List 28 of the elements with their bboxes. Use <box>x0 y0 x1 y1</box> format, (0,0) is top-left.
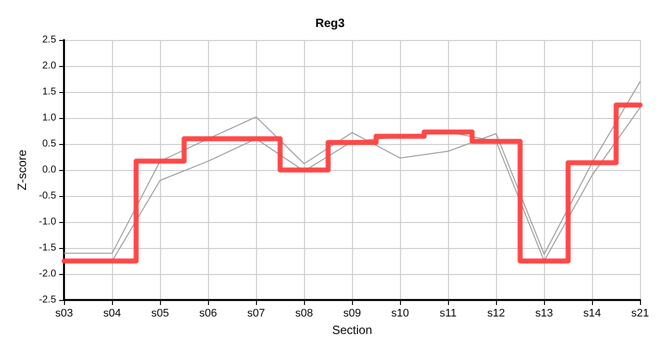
y-tick-label: 0.0 <box>42 164 57 176</box>
x-tick-label: s11 <box>440 308 457 320</box>
y-tick-label: 1.5 <box>42 86 57 98</box>
x-tick-label: s13 <box>535 308 554 320</box>
y-tick-label: -1.0 <box>38 216 57 228</box>
y-tick-label: -2.0 <box>38 268 57 280</box>
line-series <box>64 81 641 255</box>
x-tick-label: s04 <box>103 308 122 320</box>
y-tick-label: -2.5 <box>38 294 57 306</box>
y-tick-label: 2.5 <box>42 34 57 46</box>
chart-title: Reg3 <box>315 16 345 30</box>
y-tick-label: 1.0 <box>42 112 57 124</box>
x-axis-title: Section <box>332 322 372 337</box>
x-tick-label: s09 <box>343 308 362 320</box>
y-tick-label: -1.5 <box>38 242 57 254</box>
x-tick-label: s07 <box>247 308 266 320</box>
x-tick-label: s03 <box>55 308 74 320</box>
y-tick-label: 0.5 <box>42 138 57 150</box>
y-axis-title: Z-score <box>15 149 29 190</box>
x-tick-label: s14 <box>583 308 602 320</box>
x-tick-label: s08 <box>295 308 314 320</box>
y-tick-label: -0.5 <box>38 190 57 202</box>
x-tick-label: s06 <box>199 308 218 320</box>
x-tick-label: s05 <box>151 308 170 320</box>
x-tick-label: s10 <box>391 308 410 320</box>
y-tick-label: 2.0 <box>42 60 57 72</box>
x-tick-label: s21 <box>631 308 650 320</box>
x-tick-label: s12 <box>487 308 506 320</box>
